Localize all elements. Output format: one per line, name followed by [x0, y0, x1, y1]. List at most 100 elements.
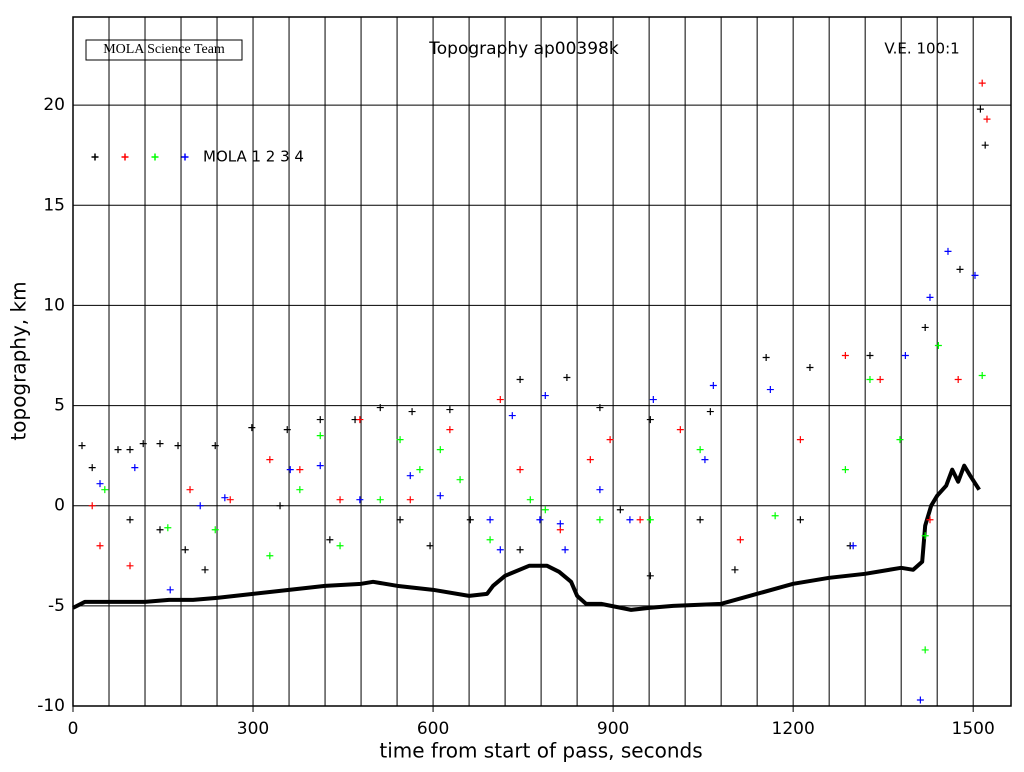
data-point	[649, 396, 657, 404]
data-point	[196, 502, 204, 510]
data-point	[978, 372, 986, 380]
data-point	[396, 436, 404, 444]
data-point	[296, 486, 304, 494]
data-point	[376, 496, 384, 504]
data-point	[866, 351, 874, 359]
data-point	[516, 376, 524, 384]
data-point	[78, 442, 86, 450]
data-point	[436, 492, 444, 500]
data-point	[696, 446, 704, 454]
data-point	[596, 486, 604, 494]
data-point	[336, 542, 344, 550]
data-point	[486, 536, 494, 544]
data-point	[164, 524, 172, 532]
data-point	[806, 364, 814, 372]
data-point	[516, 466, 524, 474]
x-tick-label: 600	[417, 719, 449, 739]
data-point	[796, 516, 804, 524]
data-point	[508, 412, 516, 420]
data-point	[981, 141, 989, 149]
data-point	[114, 446, 122, 454]
data-point	[101, 486, 109, 494]
data-point	[201, 566, 209, 574]
y-tick-label: 20	[43, 95, 65, 115]
data-point	[841, 466, 849, 474]
plot-frame	[72, 16, 1012, 707]
data-point	[181, 546, 189, 554]
data-point	[586, 456, 594, 464]
data-point	[696, 516, 704, 524]
data-point	[563, 374, 571, 382]
data-point	[486, 516, 494, 524]
data-point	[926, 516, 934, 524]
data-point	[426, 542, 434, 550]
data-point	[436, 446, 444, 454]
data-point	[174, 442, 182, 450]
data-point	[248, 424, 256, 432]
data-point	[706, 408, 714, 416]
data-point	[396, 516, 404, 524]
data-point	[376, 404, 384, 412]
data-point	[131, 464, 139, 472]
data-point	[626, 516, 634, 524]
data-point	[356, 496, 364, 504]
x-tick-label: 900	[597, 719, 629, 739]
data-point	[496, 396, 504, 404]
data-point	[921, 646, 929, 654]
data-point	[841, 351, 849, 359]
x-tick-label: 1500	[952, 719, 995, 739]
data-point	[876, 376, 884, 384]
data-point	[606, 436, 614, 444]
y-tick-label: -10	[37, 696, 65, 716]
data-point	[561, 546, 569, 554]
data-point	[849, 542, 857, 550]
data-point	[446, 426, 454, 434]
legend-marker	[181, 153, 189, 161]
data-point	[944, 247, 952, 255]
data-point	[316, 462, 324, 470]
data-point	[266, 456, 274, 464]
data-point	[226, 496, 234, 504]
data-point	[211, 442, 219, 450]
data-point	[221, 494, 229, 502]
data-point	[954, 376, 962, 384]
data-point	[156, 440, 164, 448]
data-point	[596, 404, 604, 412]
legend-marker	[151, 153, 159, 161]
data-point	[926, 293, 934, 301]
data-point	[408, 408, 416, 416]
data-point	[526, 496, 534, 504]
data-point	[646, 516, 654, 524]
y-axis-title: topography, km	[7, 281, 31, 440]
data-point	[316, 432, 324, 440]
data-point	[921, 323, 929, 331]
data-point	[266, 552, 274, 560]
legend-marker	[91, 153, 99, 161]
data-point	[126, 446, 134, 454]
data-point	[88, 464, 96, 472]
data-point	[736, 536, 744, 544]
data-point	[186, 486, 194, 494]
data-point	[96, 480, 104, 488]
data-point	[976, 105, 984, 113]
data-point	[283, 426, 291, 434]
data-point	[541, 506, 549, 514]
data-point	[921, 532, 929, 540]
data-point	[516, 546, 524, 554]
data-point	[126, 516, 134, 524]
credit: MOLA Science Team	[103, 42, 225, 57]
data-point	[934, 341, 942, 349]
data-point	[139, 440, 147, 448]
data-point	[296, 466, 304, 474]
data-point	[456, 476, 464, 484]
data-point	[286, 466, 294, 474]
data-point	[646, 416, 654, 424]
data-point	[916, 696, 924, 704]
data-point	[406, 472, 414, 480]
data-point	[356, 416, 364, 424]
data-point	[978, 79, 986, 87]
data-point	[796, 436, 804, 444]
data-point	[336, 496, 344, 504]
legend-marker	[121, 153, 129, 161]
